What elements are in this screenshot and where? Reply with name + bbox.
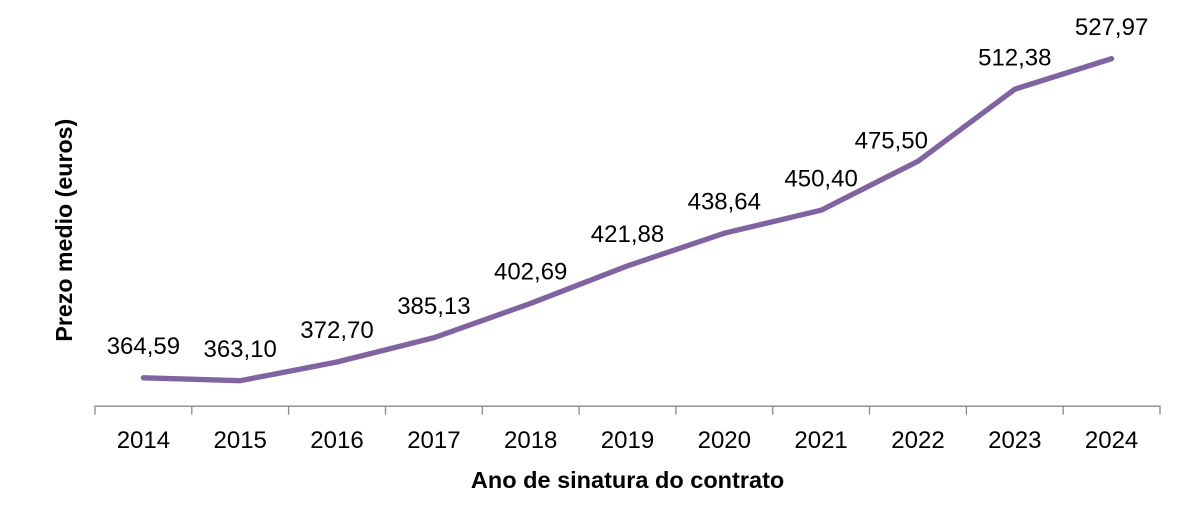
svg-text:2019: 2019 [601, 427, 654, 454]
svg-text:372,70: 372,70 [300, 317, 373, 344]
svg-text:2021: 2021 [794, 427, 847, 454]
svg-text:Ano de sinatura do contrato: Ano de sinatura do contrato [471, 467, 784, 493]
svg-text:512,38: 512,38 [978, 44, 1051, 71]
svg-text:363,10: 363,10 [203, 336, 276, 363]
svg-text:402,69: 402,69 [494, 259, 567, 286]
svg-text:2024: 2024 [1085, 427, 1138, 454]
svg-text:385,13: 385,13 [397, 293, 470, 320]
svg-text:2022: 2022 [891, 427, 944, 454]
svg-text:2014: 2014 [117, 427, 170, 454]
svg-text:450,40: 450,40 [784, 165, 857, 192]
svg-text:2016: 2016 [310, 427, 363, 454]
svg-text:2018: 2018 [504, 427, 557, 454]
svg-text:364,59: 364,59 [107, 333, 180, 360]
svg-text:2017: 2017 [407, 427, 460, 454]
svg-text:2015: 2015 [214, 427, 267, 454]
svg-text:421,88: 421,88 [591, 221, 664, 248]
svg-text:438,64: 438,64 [688, 188, 761, 215]
svg-text:2023: 2023 [988, 427, 1041, 454]
svg-text:475,50: 475,50 [855, 127, 928, 154]
svg-text:527,97: 527,97 [1075, 14, 1148, 41]
svg-text:Prezo medio (euros): Prezo medio (euros) [51, 119, 77, 342]
svg-text:2020: 2020 [698, 427, 751, 454]
